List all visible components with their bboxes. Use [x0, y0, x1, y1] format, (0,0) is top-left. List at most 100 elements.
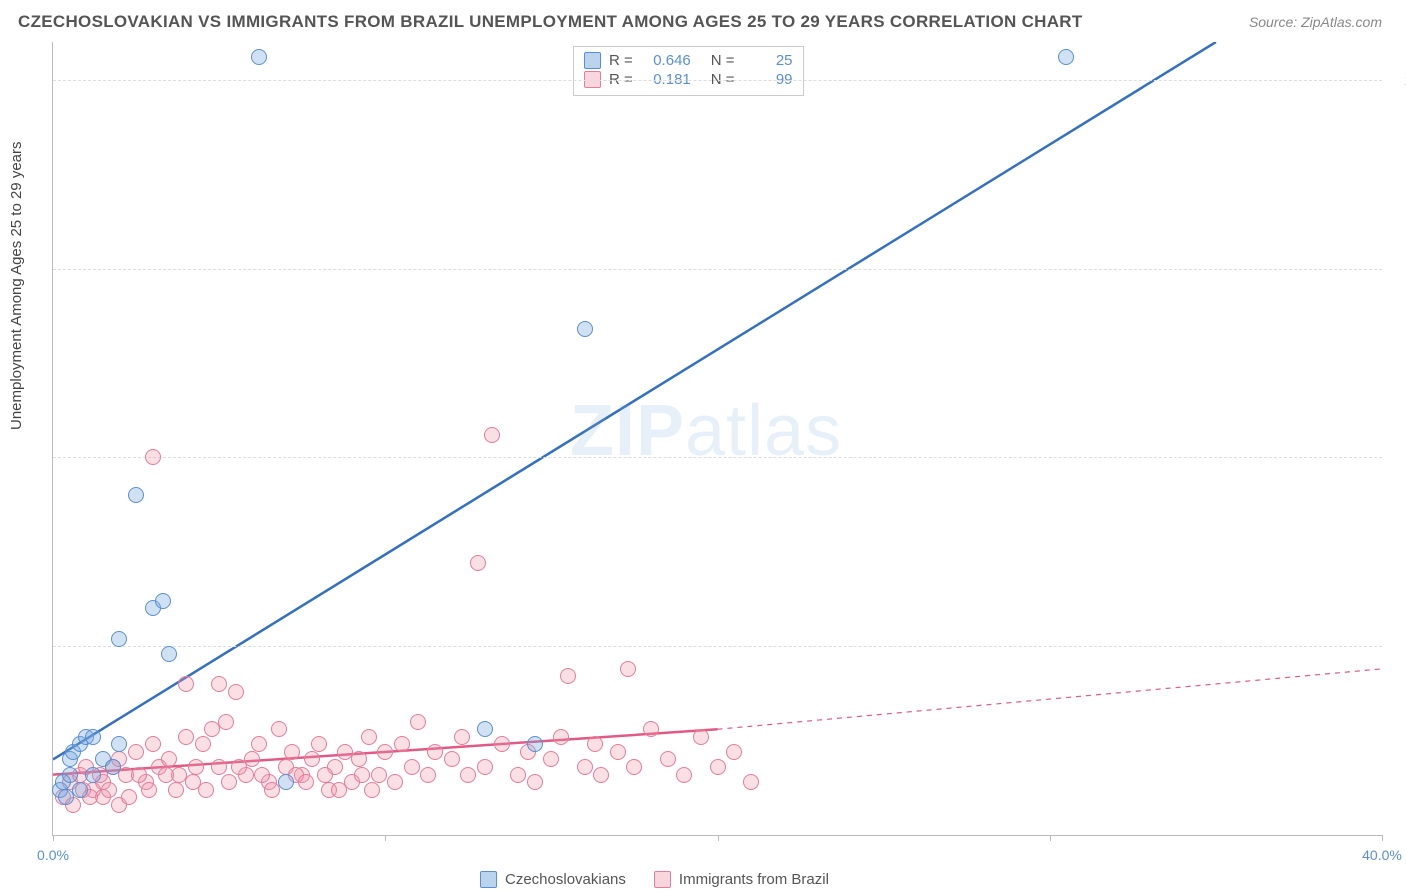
scatter-point	[494, 736, 510, 752]
scatter-point	[58, 789, 74, 805]
x-tick	[385, 835, 386, 841]
scatter-point	[211, 759, 227, 775]
scatter-point	[168, 782, 184, 798]
gridline	[53, 646, 1382, 647]
scatter-point	[626, 759, 642, 775]
scatter-point	[195, 736, 211, 752]
source-attribution: Source: ZipAtlas.com	[1249, 14, 1382, 30]
scatter-point	[128, 487, 144, 503]
scatter-point	[527, 774, 543, 790]
x-tick	[1382, 835, 1383, 841]
scatter-point	[161, 751, 177, 767]
scatter-point	[527, 736, 543, 752]
scatter-point	[158, 767, 174, 783]
scatter-point	[620, 661, 636, 677]
x-tick	[53, 835, 54, 841]
legend-swatch-blue	[480, 871, 497, 888]
scatter-point	[364, 782, 380, 798]
scatter-point	[62, 767, 78, 783]
scatter-point	[726, 744, 742, 760]
scatter-point	[278, 774, 294, 790]
scatter-point	[121, 789, 137, 805]
x-tick-label: 0.0%	[37, 847, 69, 863]
scatter-point	[354, 767, 370, 783]
scatter-point	[317, 767, 333, 783]
scatter-point	[484, 427, 500, 443]
scatter-point	[477, 721, 493, 737]
scatter-point	[454, 729, 470, 745]
scatter-point	[361, 729, 377, 745]
n-value-blue: 25	[743, 52, 793, 69]
scatter-point	[228, 684, 244, 700]
trend-lines-svg	[53, 42, 1382, 835]
scatter-point	[85, 729, 101, 745]
scatter-point	[211, 676, 227, 692]
scatter-point	[251, 736, 267, 752]
x-tick	[718, 835, 719, 841]
scatter-point	[254, 767, 270, 783]
legend-label-blue: Czechoslovakians	[505, 871, 626, 888]
scatter-point	[394, 736, 410, 752]
scatter-point	[577, 759, 593, 775]
scatter-point	[444, 751, 460, 767]
scatter-point	[271, 721, 287, 737]
scatter-point	[420, 767, 436, 783]
scatter-point	[543, 751, 559, 767]
scatter-point	[510, 767, 526, 783]
scatter-point	[460, 767, 476, 783]
scatter-point	[131, 767, 147, 783]
scatter-point	[404, 759, 420, 775]
chart-title: CZECHOSLOVAKIAN VS IMMIGRANTS FROM BRAZI…	[18, 12, 1083, 32]
scatter-point	[610, 744, 626, 760]
scatter-point	[284, 744, 300, 760]
scatter-point	[577, 321, 593, 337]
scatter-point	[371, 767, 387, 783]
stats-swatch-blue	[584, 52, 601, 69]
gridline	[53, 457, 1382, 458]
scatter-point	[660, 751, 676, 767]
gridline	[53, 269, 1382, 270]
scatter-point	[387, 774, 403, 790]
scatter-point	[477, 759, 493, 775]
scatter-point	[145, 449, 161, 465]
legend-label-pink: Immigrants from Brazil	[679, 871, 829, 888]
scatter-point	[101, 782, 117, 798]
scatter-point	[643, 721, 659, 737]
scatter-point	[560, 668, 576, 684]
correlation-stats-box: R = 0.646 N = 25 R = 0.181 N = 99	[573, 46, 804, 96]
x-tick	[1050, 835, 1051, 841]
scatter-point	[218, 714, 234, 730]
scatter-point	[298, 774, 314, 790]
scatter-point	[145, 736, 161, 752]
scatter-point	[553, 729, 569, 745]
x-tick-label: 40.0%	[1362, 847, 1402, 863]
scatter-point	[251, 49, 267, 65]
scatter-point	[470, 555, 486, 571]
scatter-point	[231, 759, 247, 775]
legend-swatch-pink	[654, 871, 671, 888]
scatter-point	[198, 782, 214, 798]
scatter-point	[410, 714, 426, 730]
scatter-point	[111, 736, 127, 752]
scatter-point	[587, 736, 603, 752]
scatter-point	[743, 774, 759, 790]
scatter-point	[111, 631, 127, 647]
scatter-point	[221, 774, 237, 790]
scatter-point	[155, 593, 171, 609]
scatter-point	[85, 767, 101, 783]
scatter-point	[593, 767, 609, 783]
n-label: N =	[711, 52, 735, 69]
y-axis-label: Unemployment Among Ages 25 to 29 years	[8, 141, 25, 430]
r-label: R =	[609, 52, 633, 69]
scatter-point	[304, 751, 320, 767]
scatter-point	[331, 782, 347, 798]
gridline	[53, 80, 1382, 81]
scatter-point	[128, 744, 144, 760]
scatter-point	[188, 759, 204, 775]
scatter-point	[351, 751, 367, 767]
scatter-point	[178, 676, 194, 692]
legend-bottom: Czechoslovakians Immigrants from Brazil	[480, 871, 829, 888]
scatter-point	[311, 736, 327, 752]
scatter-point	[676, 767, 692, 783]
scatter-point	[710, 759, 726, 775]
